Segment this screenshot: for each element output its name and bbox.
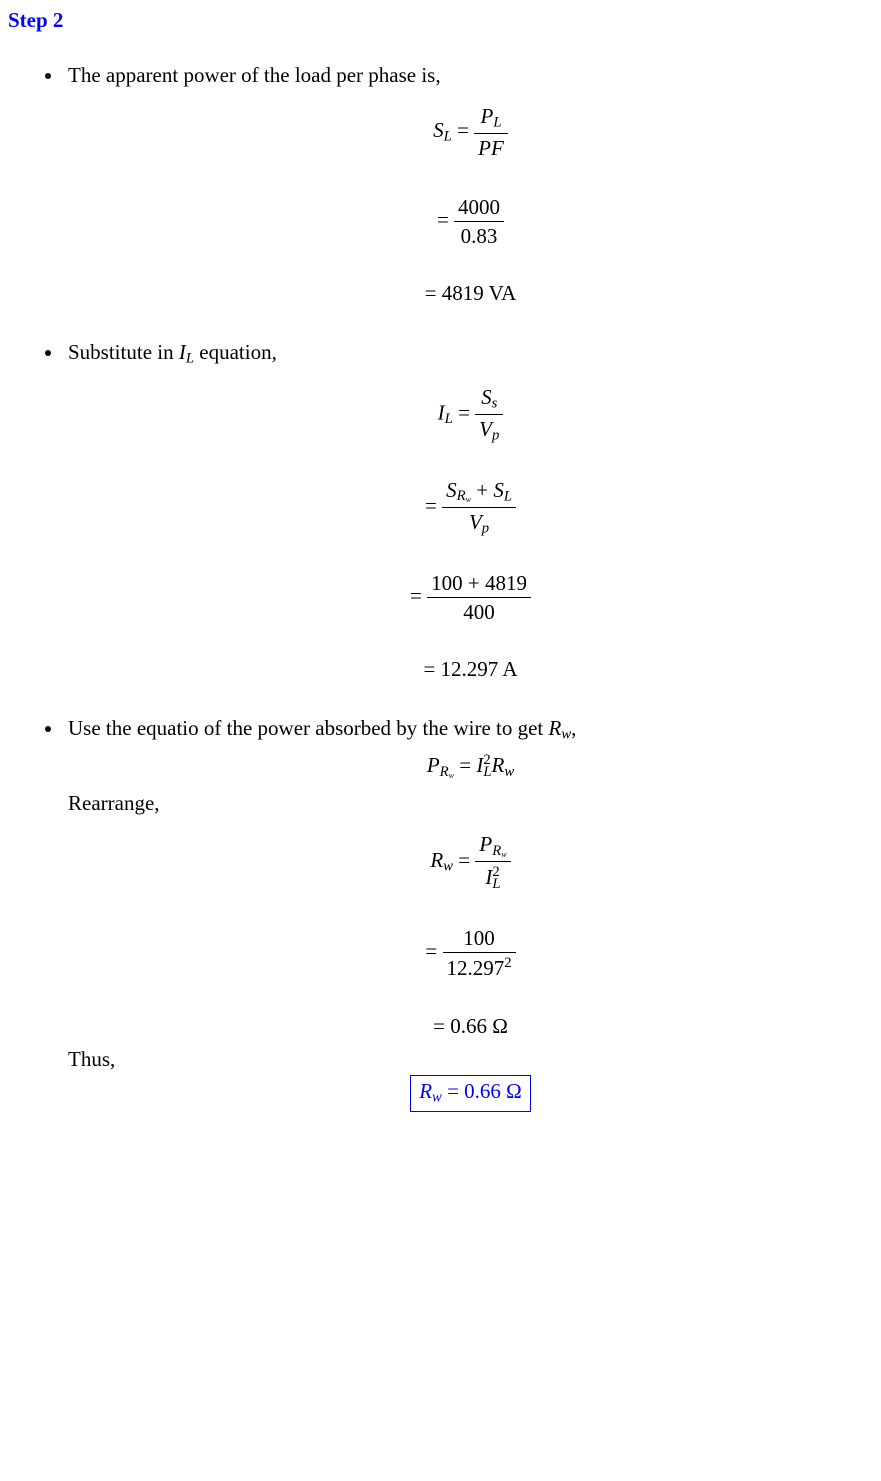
- eq-il-def: IL = Ss Vp: [68, 384, 873, 445]
- bullet-1: The apparent power of the load per phase…: [64, 61, 873, 306]
- eq-rw-result: = 0.66 Ω: [68, 1014, 873, 1039]
- eq-il-numeric: = 100 + 4819 400: [68, 570, 873, 626]
- eq-il-result: = 12.297 A: [68, 657, 873, 682]
- eq-sl-numeric: = 4000 0.83: [68, 194, 873, 250]
- eq-sl-result: = 4819 VA: [68, 281, 873, 306]
- bullet-3-text: Use the equatio of the power absorbed by…: [68, 716, 576, 740]
- thus-label: Thus,: [68, 1045, 873, 1073]
- eq-prw-def: PRw = I2LRw: [68, 752, 873, 781]
- eq-il-expand: = SRw + SL Vp: [68, 477, 873, 538]
- eq-rw-def: Rw = PRw I2L: [68, 831, 873, 893]
- bullet-1-text: The apparent power of the load per phase…: [68, 63, 441, 87]
- final-result-box: Rw = 0.66 Ω: [68, 1075, 873, 1112]
- bullet-3: Use the equatio of the power absorbed by…: [64, 714, 873, 1111]
- rearrange-label: Rearrange,: [68, 789, 873, 817]
- eq-rw-numeric: = 100 12.2972: [68, 925, 873, 982]
- bullet-2: Substitute in IL equation, IL = Ss Vp =: [64, 338, 873, 682]
- bullet-2-text: Substitute in IL equation,: [68, 340, 277, 364]
- step-heading: Step 2: [8, 8, 873, 33]
- eq-sl-def: SL = PL PF: [68, 103, 873, 161]
